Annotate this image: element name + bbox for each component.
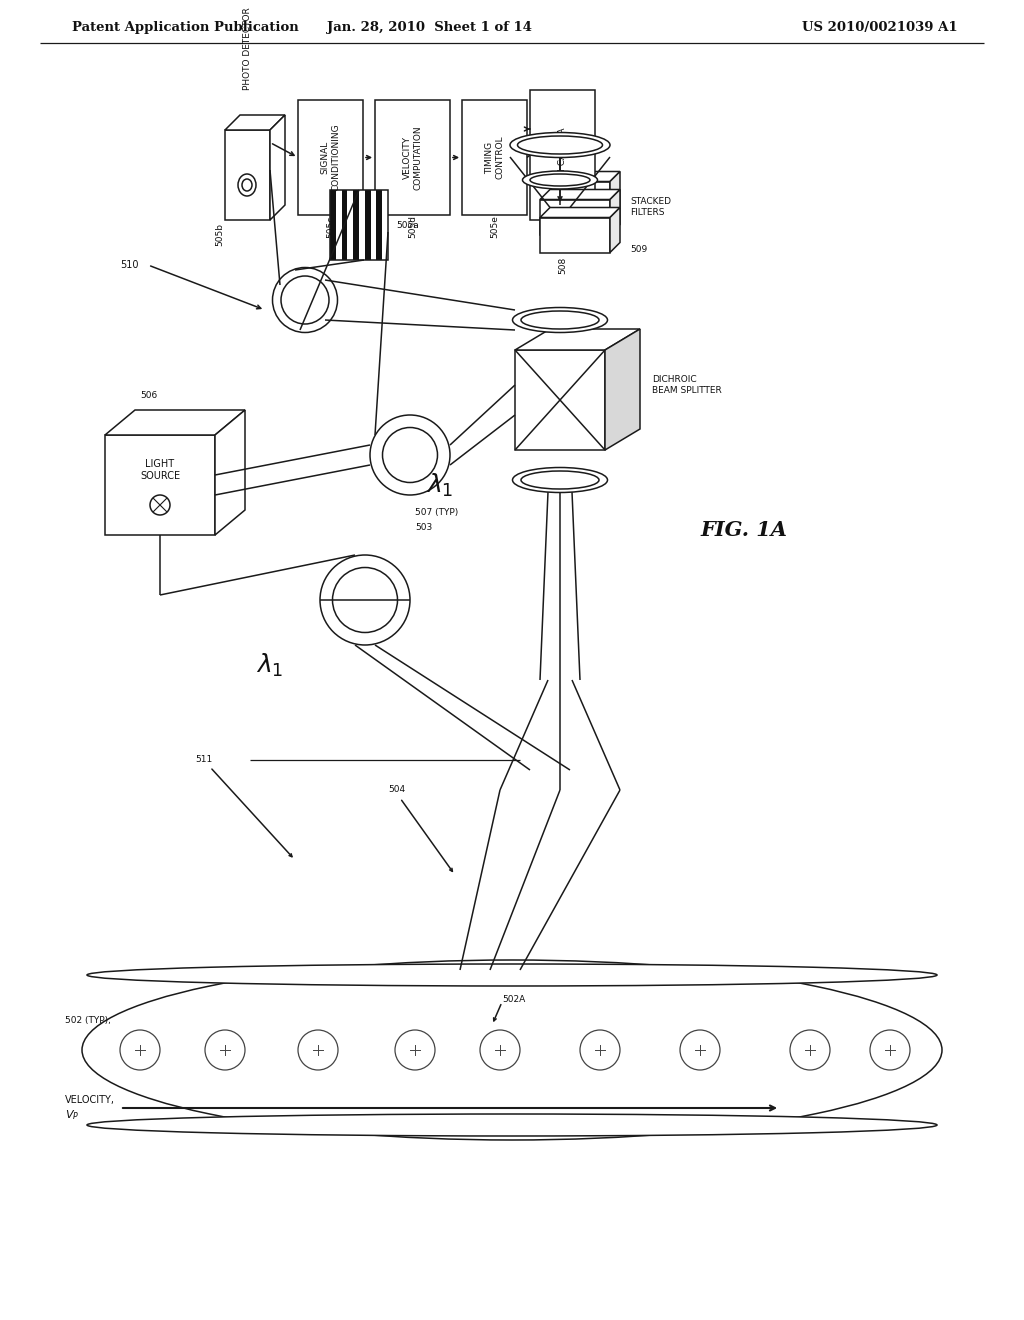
Text: DICHROIC
BEAM SPLITTER: DICHROIC BEAM SPLITTER — [652, 375, 722, 395]
Bar — [336, 190, 342, 260]
Polygon shape — [540, 190, 620, 199]
Bar — [530, 90, 595, 220]
Text: 511: 511 — [195, 755, 212, 764]
Text: 508: 508 — [558, 256, 567, 273]
Text: PHOTO DETECTOR: PHOTO DETECTOR — [243, 7, 252, 90]
Bar — [298, 100, 362, 215]
Text: VELOCITY,: VELOCITY, — [65, 1096, 115, 1105]
Polygon shape — [215, 411, 245, 535]
Circle shape — [680, 1030, 720, 1071]
Bar — [515, 350, 605, 450]
Ellipse shape — [522, 172, 597, 189]
Bar — [105, 436, 215, 535]
Text: 505d: 505d — [408, 215, 417, 239]
Bar — [353, 190, 359, 260]
Polygon shape — [515, 329, 640, 350]
Text: 502A: 502A — [502, 995, 525, 1005]
Text: 505c: 505c — [326, 216, 335, 238]
Bar — [382, 190, 388, 260]
Text: US 2010/0021039 A1: US 2010/0021039 A1 — [802, 21, 957, 34]
Text: VELOCITY
COMPUTATION: VELOCITY COMPUTATION — [402, 125, 422, 190]
Text: TDI CAMERA: TDI CAMERA — [558, 127, 567, 182]
Text: 509: 509 — [630, 246, 647, 255]
Text: 507 (TYP): 507 (TYP) — [415, 508, 459, 517]
Circle shape — [480, 1030, 520, 1071]
Ellipse shape — [87, 964, 937, 986]
Bar — [330, 190, 336, 260]
Text: 505a: 505a — [396, 220, 419, 230]
Circle shape — [790, 1030, 830, 1071]
Bar — [330, 190, 388, 260]
Text: LIGHT
SOURCE: LIGHT SOURCE — [140, 459, 180, 480]
Text: STACKED
FILTERS: STACKED FILTERS — [630, 197, 671, 216]
Circle shape — [580, 1030, 620, 1071]
Text: $\lambda_1$: $\lambda_1$ — [426, 471, 454, 499]
Polygon shape — [105, 411, 245, 436]
Bar — [462, 100, 527, 215]
Bar — [377, 190, 382, 260]
Bar — [365, 190, 371, 260]
Text: 505e: 505e — [490, 215, 499, 239]
Bar — [540, 181, 610, 216]
Polygon shape — [605, 329, 640, 450]
Bar — [371, 190, 377, 260]
Bar — [375, 100, 450, 215]
Text: 506: 506 — [140, 391, 158, 400]
Circle shape — [205, 1030, 245, 1071]
Text: SIGNAL
CONDITIONING: SIGNAL CONDITIONING — [321, 124, 340, 191]
Polygon shape — [225, 115, 285, 129]
Text: Patent Application Publication: Patent Application Publication — [72, 21, 299, 34]
Bar — [347, 190, 353, 260]
Bar — [540, 218, 610, 252]
Polygon shape — [540, 172, 620, 181]
Text: 503: 503 — [415, 523, 432, 532]
Text: 510: 510 — [120, 260, 138, 271]
Bar — [540, 199, 610, 235]
Text: Jan. 28, 2010  Sheet 1 of 14: Jan. 28, 2010 Sheet 1 of 14 — [328, 21, 532, 34]
Polygon shape — [610, 172, 620, 216]
Circle shape — [298, 1030, 338, 1071]
Bar — [225, 129, 270, 220]
Polygon shape — [270, 115, 285, 220]
Text: $V_P$: $V_P$ — [65, 1107, 79, 1122]
Text: 505b: 505b — [215, 223, 224, 247]
Ellipse shape — [512, 308, 607, 333]
Polygon shape — [610, 207, 620, 252]
Text: $\lambda_1$: $\lambda_1$ — [256, 651, 284, 678]
Text: 502 (TYP),: 502 (TYP), — [65, 1015, 111, 1024]
Circle shape — [395, 1030, 435, 1071]
Polygon shape — [545, 220, 581, 249]
Ellipse shape — [510, 132, 610, 157]
Bar — [342, 190, 347, 260]
Text: FIG. 1A: FIG. 1A — [700, 520, 787, 540]
Polygon shape — [610, 190, 620, 235]
Ellipse shape — [82, 960, 942, 1140]
Ellipse shape — [87, 1114, 937, 1137]
Ellipse shape — [512, 467, 607, 492]
Text: TIMING
CONTROL: TIMING CONTROL — [484, 136, 504, 180]
Bar — [359, 190, 365, 260]
Text: 504: 504 — [388, 785, 406, 795]
Circle shape — [870, 1030, 910, 1071]
Polygon shape — [540, 207, 620, 218]
Circle shape — [120, 1030, 160, 1071]
